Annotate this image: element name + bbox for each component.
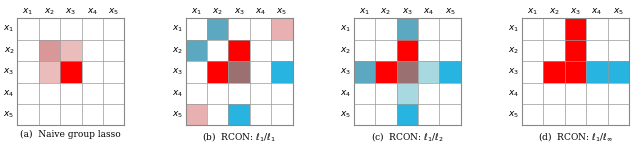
- X-axis label: (a)  Naive group lasso: (a) Naive group lasso: [20, 130, 121, 139]
- Bar: [397, 40, 418, 61]
- Bar: [228, 104, 250, 125]
- Bar: [38, 40, 60, 61]
- Bar: [586, 61, 608, 83]
- Bar: [60, 61, 81, 83]
- X-axis label: (b)  RCON: $\ell_1/\ell_1$: (b) RCON: $\ell_1/\ell_1$: [202, 130, 276, 143]
- Bar: [565, 40, 586, 61]
- X-axis label: (c)  RCON: $\ell_1/\ell_2$: (c) RCON: $\ell_1/\ell_2$: [371, 130, 444, 143]
- Bar: [375, 61, 397, 83]
- Bar: [186, 40, 207, 61]
- Bar: [543, 61, 565, 83]
- Bar: [397, 18, 418, 40]
- X-axis label: (d)  RCON: $\ell_1/\ell_{\infty}$: (d) RCON: $\ell_1/\ell_{\infty}$: [538, 130, 613, 143]
- Bar: [207, 18, 228, 40]
- Bar: [440, 61, 461, 83]
- Bar: [186, 104, 207, 125]
- Bar: [228, 40, 250, 61]
- Bar: [418, 61, 440, 83]
- Bar: [397, 61, 418, 83]
- Bar: [354, 61, 375, 83]
- Bar: [228, 61, 250, 83]
- Bar: [38, 61, 60, 83]
- Bar: [397, 83, 418, 104]
- Bar: [271, 61, 292, 83]
- Bar: [565, 61, 586, 83]
- Bar: [271, 18, 292, 40]
- Bar: [60, 40, 81, 61]
- Bar: [397, 104, 418, 125]
- Bar: [207, 61, 228, 83]
- Bar: [608, 61, 629, 83]
- Bar: [565, 18, 586, 40]
